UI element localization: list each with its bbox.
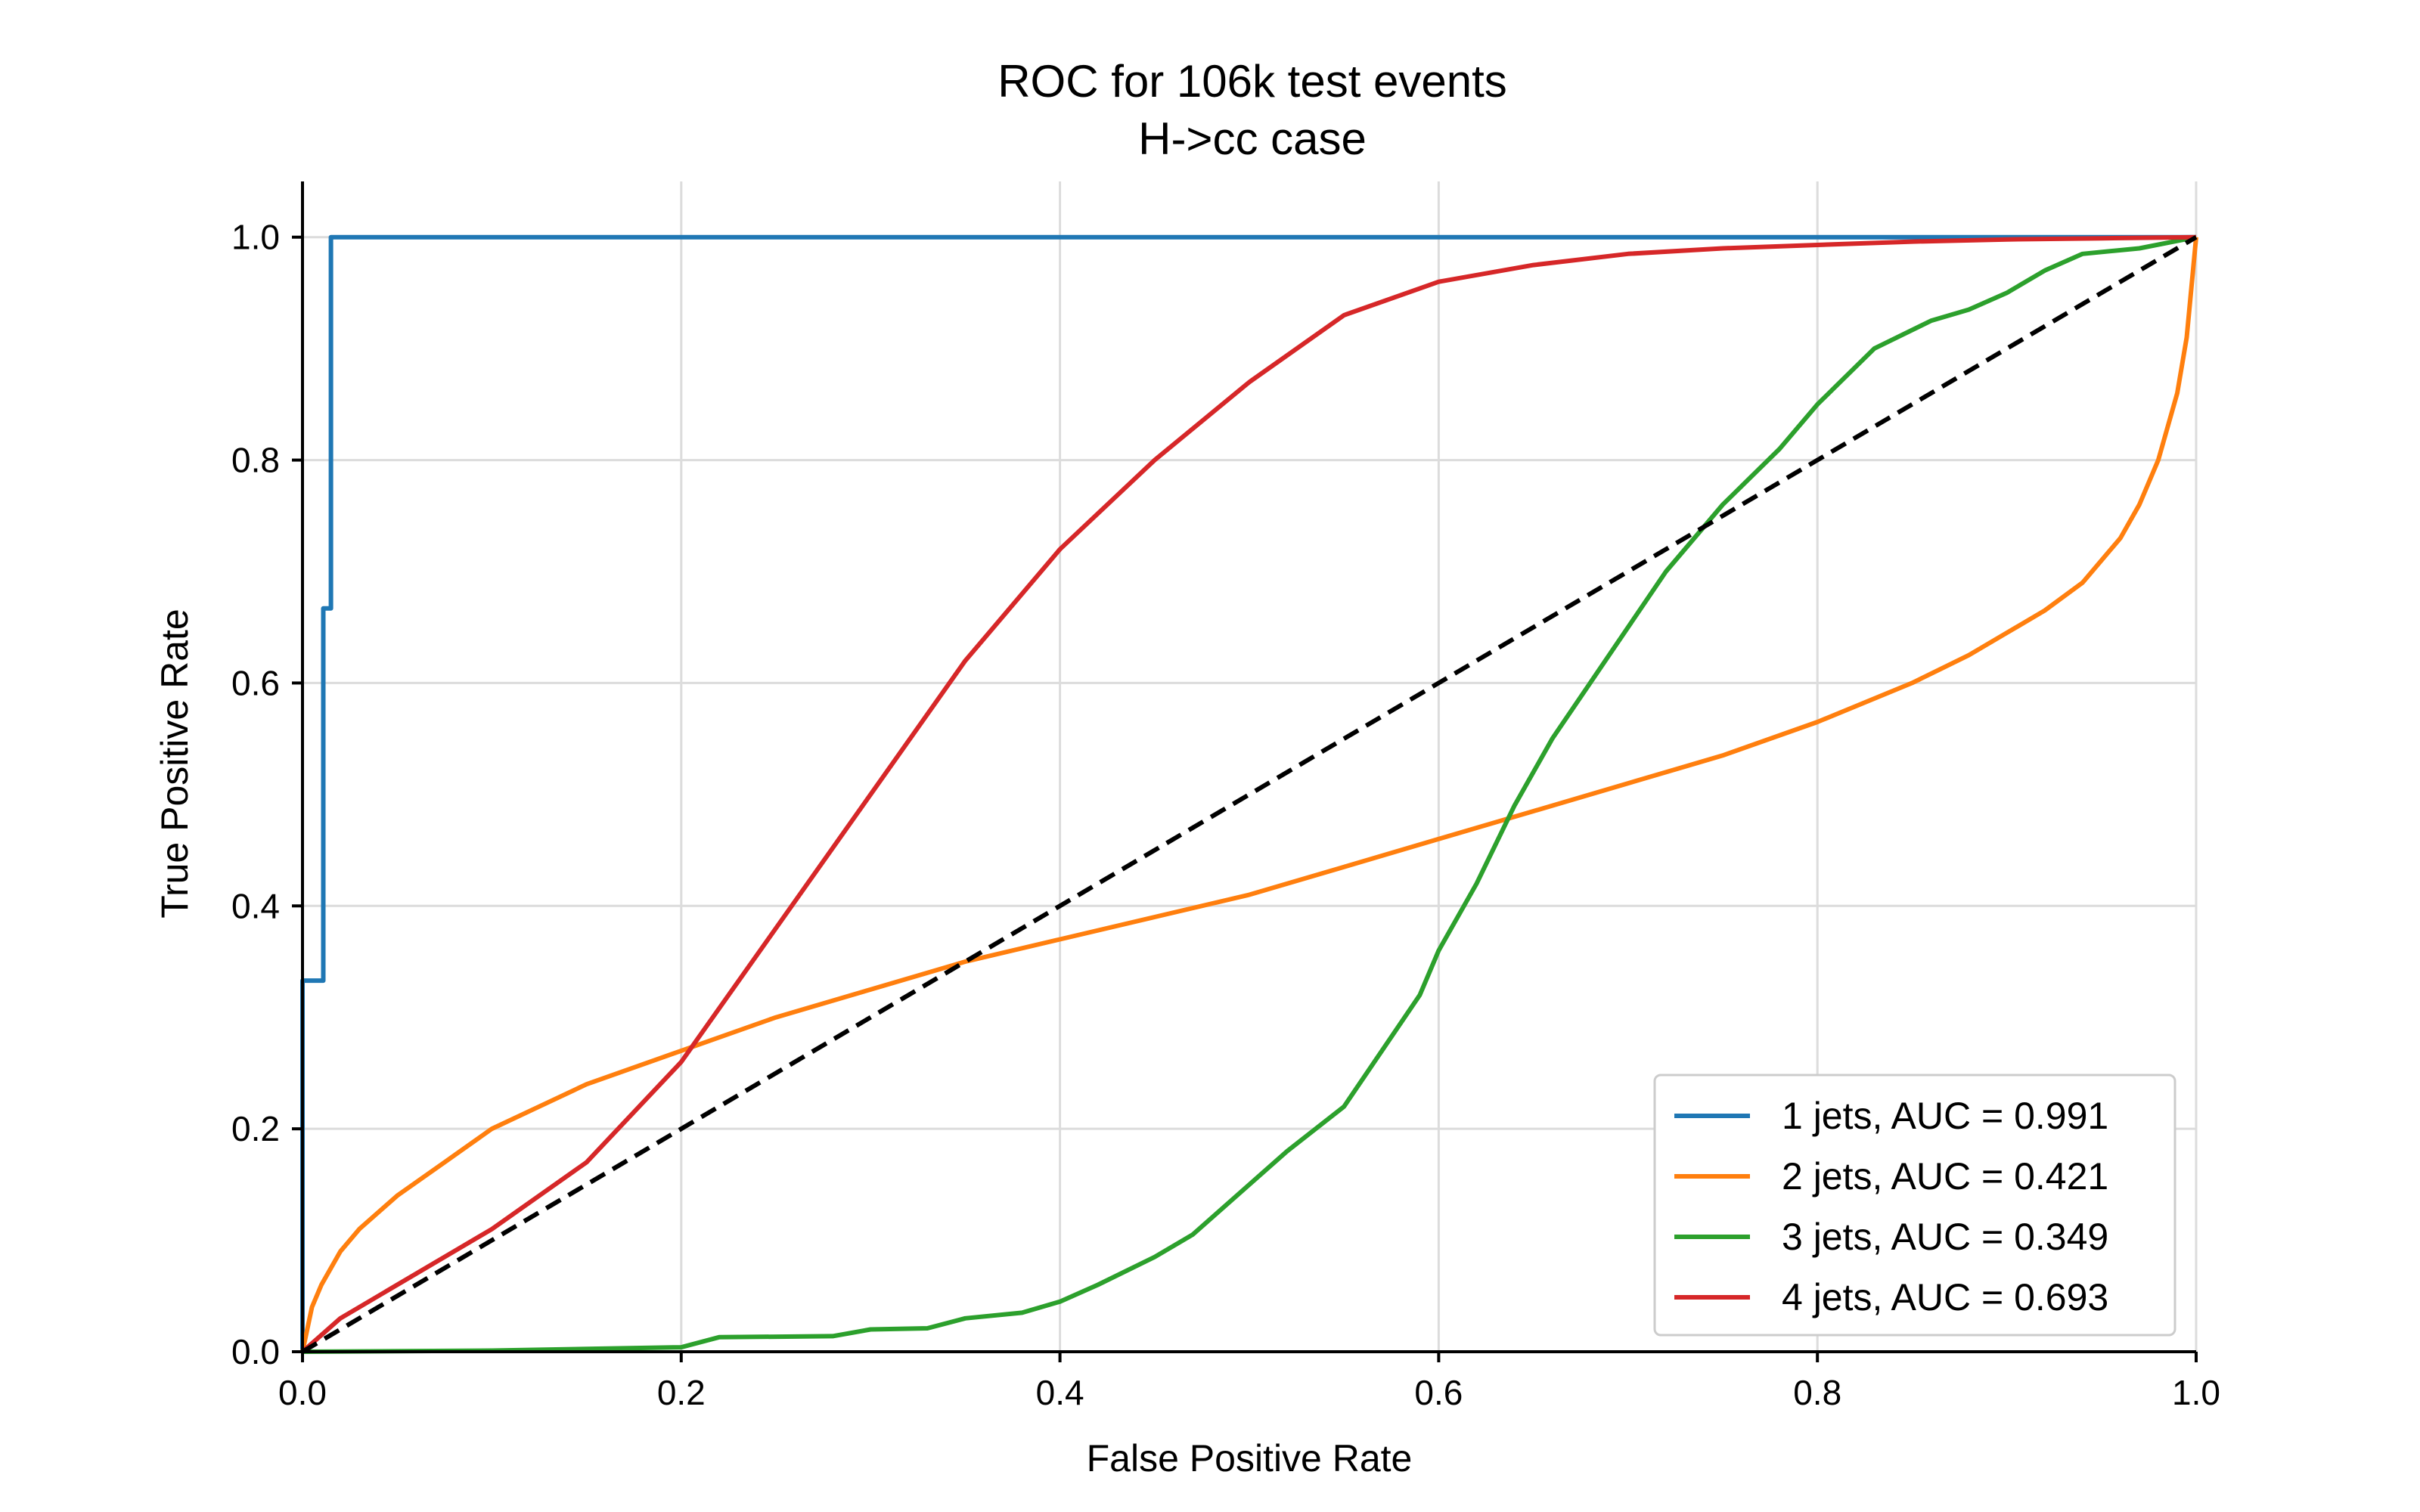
x-tick-label: 1.0 [2172,1373,2220,1412]
legend-box [1653,1074,2176,1337]
x-axis-label: False Positive Rate [1087,1437,1413,1479]
chart-title: ROC for 106k test events [997,56,1507,107]
chart-subtitle: H->cc case [1138,113,1367,164]
legend-entry-label: 3 jets, AUC = 0.349 [1782,1216,2108,1258]
legend-entry-label: 4 jets, AUC = 0.693 [1782,1276,2108,1318]
y-tick-label: 0.8 [231,441,280,480]
x-tick-label: 0.0 [278,1373,327,1412]
x-tick-label: 0.6 [1414,1373,1463,1412]
axis-ticks: 0.0 0.2 0.4 0.6 0.8 1.0 0.0 0.2 0.4 0.6 0.8 1.0 [231,218,2220,1412]
legend: 1 jets, AUC = 0.991 2 jets, AUC = 0.421 3 … [1653,1074,2176,1337]
legend-entry-label: 1 jets, AUC = 0.991 [1782,1095,2108,1137]
y-tick-label: 0.2 [231,1109,280,1148]
x-tick-label: 0.4 [1036,1373,1084,1412]
y-tick-label: 0.0 [231,1332,280,1371]
series-line-4 [301,234,2197,1354]
legend-entry-label: 2 jets, AUC = 0.421 [1782,1155,2108,1198]
series-line-2 [300,237,2198,1352]
y-axis-label: True Positive Rate [154,609,196,918]
y-tick-label: 0.6 [231,663,280,702]
x-tick-label: 0.2 [657,1373,706,1412]
y-tick-label: 1.0 [231,218,280,257]
x-tick-label: 0.8 [1793,1373,1841,1412]
series-line-3 [302,234,2197,1354]
y-tick-label: 0.4 [231,886,280,925]
chance-diagonal-line [301,235,2198,1354]
